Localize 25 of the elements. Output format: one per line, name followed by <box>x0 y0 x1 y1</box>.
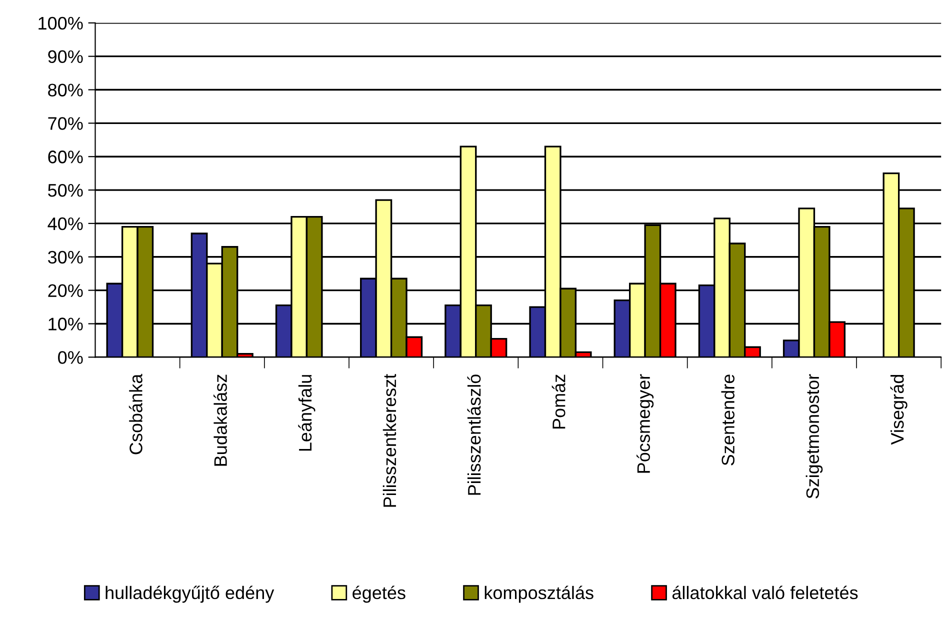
x-tick-label: Visegrád <box>890 374 908 445</box>
x-tick-label: Szentendre <box>721 374 734 466</box>
legend-label: komposztálás <box>484 586 594 603</box>
x-tick-label: Pilisszentlászló <box>467 374 481 495</box>
y-tick-label: 20% <box>48 284 83 298</box>
y-tick-label: 40% <box>48 217 83 230</box>
y-tick-label: 80% <box>48 84 83 96</box>
y-tick-label: 50% <box>48 184 83 197</box>
y-tick-label: 0% <box>58 351 83 364</box>
x-tick-label: Budakalász <box>213 374 227 466</box>
legend-label: állatokkal való feletetés <box>672 586 858 600</box>
x-tick-label: Leányfalu <box>298 375 316 451</box>
y-tick-label: 70% <box>48 117 83 130</box>
y-tick-label: 100% <box>38 16 83 30</box>
legend-label: égetés <box>352 586 406 603</box>
y-tick-label: 10% <box>48 318 83 330</box>
x-tick-label: Pilisszentkereszt <box>382 374 396 507</box>
y-tick-label: 60% <box>48 150 83 164</box>
x-tick-label: Pócsmegyer <box>636 374 654 473</box>
y-tick-label: 90% <box>48 50 83 64</box>
y-tick-label: 30% <box>48 250 83 264</box>
x-tick-label: Szigetmonostor <box>806 374 823 498</box>
legend-label: hulladékgyűjtő edény <box>106 586 274 603</box>
x-tick-label: Csobánka <box>128 374 142 454</box>
x-tick-label: Pomáz <box>552 374 566 429</box>
